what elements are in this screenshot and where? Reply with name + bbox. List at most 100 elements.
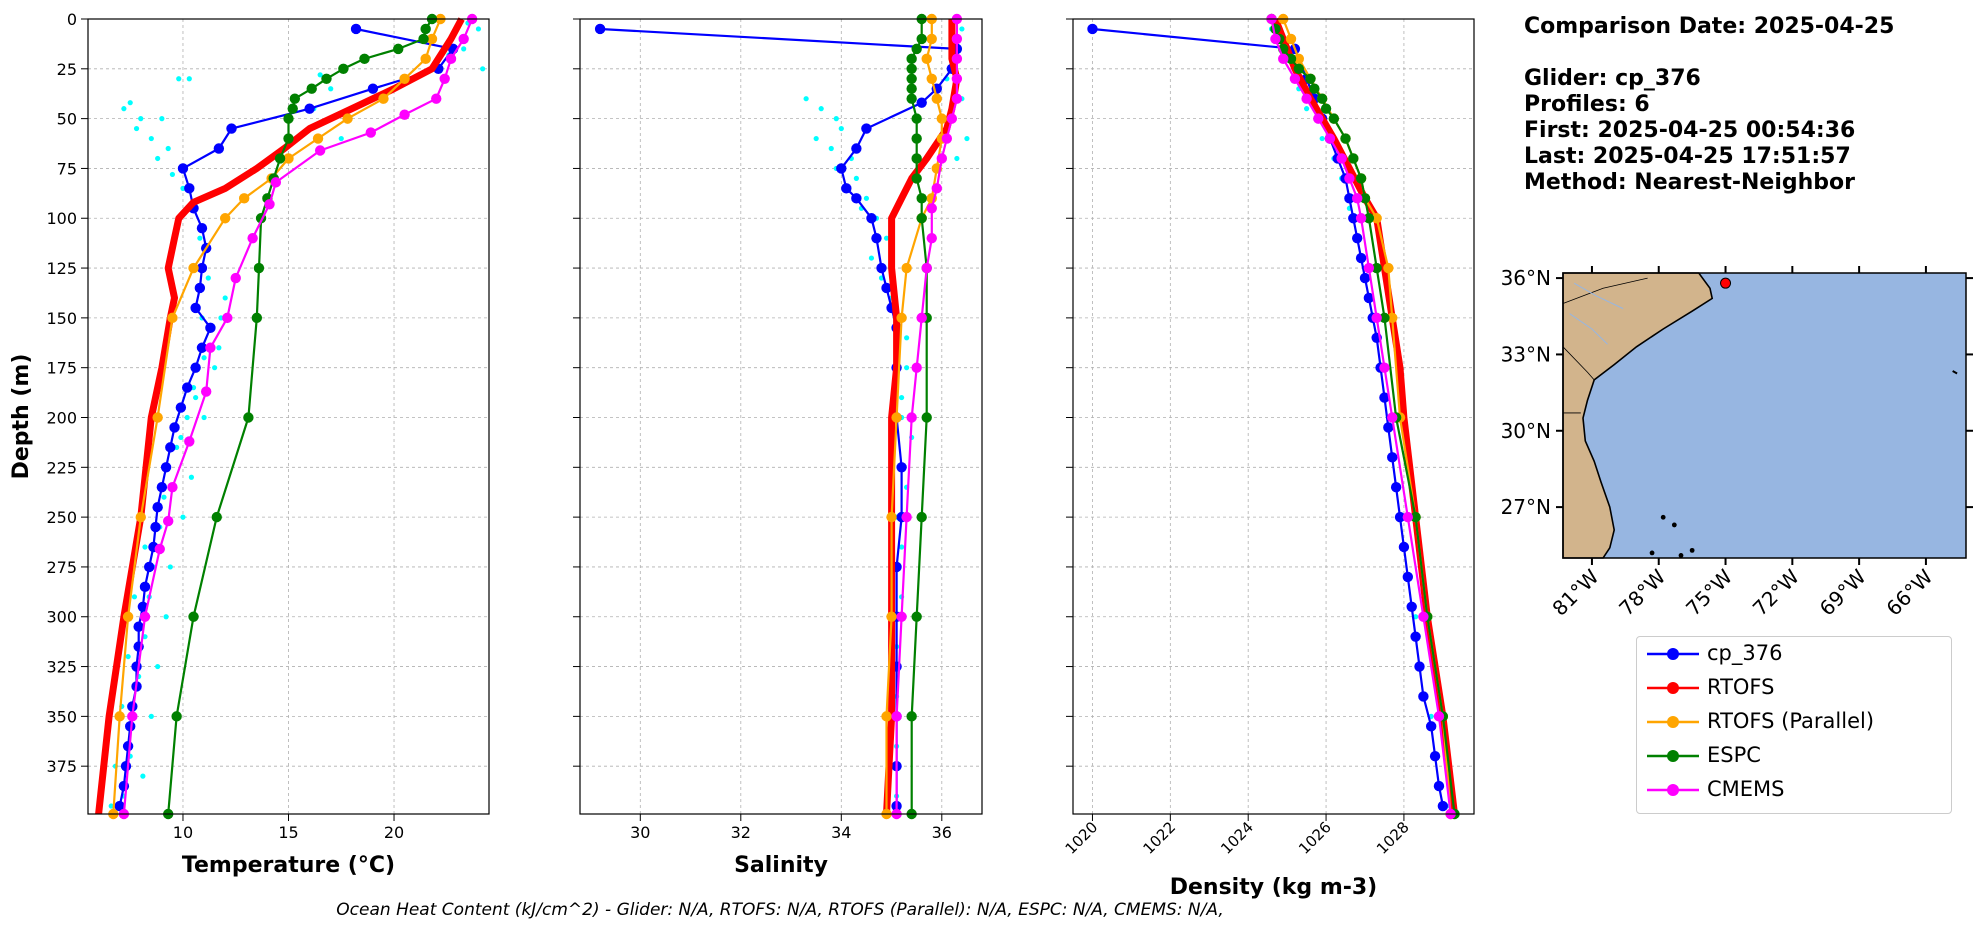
series-marker xyxy=(1425,721,1437,732)
series-marker xyxy=(226,123,237,134)
profile-scatter-point xyxy=(328,86,334,92)
series-marker xyxy=(289,93,301,104)
x-tick-label: 36 xyxy=(932,823,952,842)
series-marker xyxy=(1359,193,1371,204)
series-marker xyxy=(901,262,912,274)
series-marker xyxy=(274,153,286,164)
island xyxy=(1649,550,1655,556)
profile-scatter-point xyxy=(180,514,186,520)
series-marker xyxy=(367,83,379,94)
series-marker xyxy=(891,412,902,423)
series-marker xyxy=(1293,53,1305,65)
series-marker xyxy=(916,193,927,204)
legend-label: RTOFS xyxy=(1707,675,1775,699)
series-marker xyxy=(911,153,922,164)
series-marker xyxy=(393,43,404,55)
island xyxy=(1678,553,1684,558)
y-tick-label: 25 xyxy=(57,60,77,79)
series-marker xyxy=(926,73,937,84)
profile-scatter-point xyxy=(201,355,207,361)
series-marker xyxy=(921,53,932,65)
series-marker xyxy=(911,43,922,55)
island xyxy=(1660,514,1666,520)
series-marker xyxy=(896,312,907,324)
series-marker xyxy=(1301,93,1312,104)
series-marker xyxy=(350,23,362,35)
profile-scatter-point xyxy=(133,125,140,132)
series-marker xyxy=(906,711,917,722)
series-marker xyxy=(1379,312,1390,324)
series-marker xyxy=(420,23,431,35)
series-marker xyxy=(906,53,917,65)
profile-scatter-point xyxy=(142,544,148,550)
series-marker xyxy=(184,183,195,194)
profile-scatter-point xyxy=(140,773,146,779)
series-marker xyxy=(871,232,882,244)
series-marker xyxy=(906,412,917,423)
x-tick-label: 1028 xyxy=(1373,818,1413,858)
legend-label: RTOFS (Parallel) xyxy=(1707,709,1875,733)
series-marker xyxy=(1340,133,1351,144)
info-spacer xyxy=(1524,40,1894,66)
profile-scatter-point xyxy=(188,474,195,480)
series-marker xyxy=(184,436,195,447)
profile-scatter-point xyxy=(853,175,859,181)
series-marker xyxy=(137,601,149,612)
profile-scatter-point xyxy=(959,26,965,32)
series-marker xyxy=(283,153,294,164)
series-marker xyxy=(125,721,136,732)
series-marker xyxy=(1371,312,1382,324)
series-marker xyxy=(946,113,958,124)
series-marker xyxy=(921,412,932,423)
series-marker xyxy=(251,312,263,324)
series-marker xyxy=(911,113,922,124)
profile-scatter-point xyxy=(863,195,870,201)
y-tick-label: 250 xyxy=(46,508,77,527)
series-marker xyxy=(1270,33,1281,45)
profile-scatter-point xyxy=(186,76,192,82)
profile-scatter-point xyxy=(899,394,905,401)
series-marker xyxy=(399,73,410,84)
profile-scatter-point xyxy=(1319,135,1325,142)
profile-scatter-point xyxy=(216,345,222,351)
profile-scatter-point xyxy=(818,106,824,112)
series-marker xyxy=(120,760,132,772)
river xyxy=(1569,313,1608,345)
legend-item-rtofs: RTOFS xyxy=(1637,671,1947,705)
series-marker xyxy=(1293,63,1305,75)
series-marker xyxy=(1390,482,1402,493)
profile-scatter-point xyxy=(1413,614,1419,620)
series-marker xyxy=(881,711,892,722)
series-marker xyxy=(931,183,942,194)
series-marker xyxy=(1305,73,1316,84)
series-marker xyxy=(901,511,912,523)
legend-label: ESPC xyxy=(1707,743,1761,767)
series-marker xyxy=(1379,392,1390,403)
legend-label: CMEMS xyxy=(1707,777,1785,801)
x-tick-label: 20 xyxy=(384,823,404,842)
series-marker xyxy=(321,73,332,84)
series-marker xyxy=(1324,133,1336,144)
profile-scatter-point xyxy=(159,116,165,122)
map-frame xyxy=(1562,272,1967,559)
profile-scatter-point xyxy=(868,255,875,261)
series-marker xyxy=(205,342,216,353)
profile-scatter-point xyxy=(108,803,114,809)
series-marker xyxy=(287,103,298,114)
legend-item-espc: ESPC xyxy=(1637,739,1947,773)
x-tick-label: 15 xyxy=(278,823,298,842)
series-marker xyxy=(916,97,927,108)
lon-label: 69°W xyxy=(1815,564,1871,620)
series-marker xyxy=(906,93,917,104)
series-marker xyxy=(150,521,161,533)
series-marker xyxy=(122,741,134,752)
series-marker xyxy=(906,73,917,84)
series-marker xyxy=(1406,601,1417,612)
series-marker xyxy=(1418,691,1429,702)
series-marker xyxy=(181,382,193,393)
series-marker xyxy=(219,213,231,224)
y-tick-label: 300 xyxy=(46,608,77,627)
series-marker xyxy=(851,193,862,204)
series-marker xyxy=(213,143,225,154)
series-marker xyxy=(139,611,151,622)
